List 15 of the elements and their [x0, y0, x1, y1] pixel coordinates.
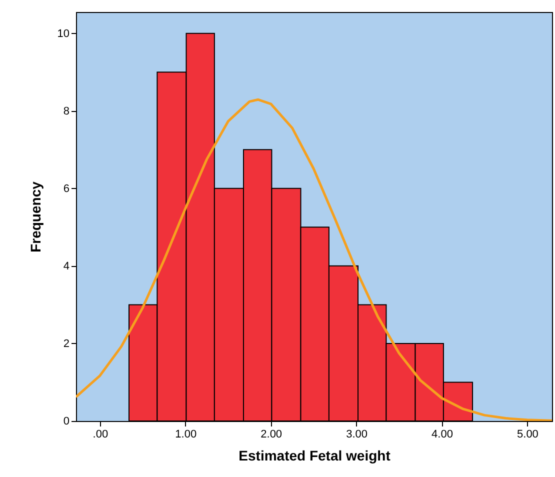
- y-tick-label: 6: [63, 182, 70, 195]
- x-tick-label: 2.00: [260, 428, 282, 440]
- y-tick-label: 8: [63, 105, 70, 118]
- y-tick-label: 0: [63, 416, 70, 428]
- x-tick-label: .00: [92, 428, 108, 440]
- x-tick-label: 4.00: [432, 428, 453, 440]
- y-axis-title: Frequency: [27, 181, 44, 252]
- x-tick-label: 3.00: [346, 428, 368, 440]
- y-tick-label: 4: [63, 260, 70, 272]
- x-axis-title: Estimated Fetal weight: [238, 448, 391, 464]
- x-tick-label: 1.00: [175, 428, 197, 440]
- y-tick-label: 2: [63, 338, 70, 350]
- y-tick-label: 10: [57, 28, 70, 40]
- x-tick-label: 5.00: [517, 428, 538, 440]
- line-series: [76, 98, 552, 421]
